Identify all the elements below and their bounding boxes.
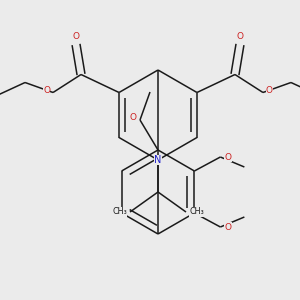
Text: CH₃: CH₃ [112,208,127,217]
Text: O: O [129,113,136,122]
Text: O: O [43,86,50,95]
Text: O: O [236,32,244,41]
Text: N: N [154,155,162,165]
Text: O: O [73,32,80,41]
Text: O: O [224,223,231,232]
Text: CH₃: CH₃ [189,208,204,217]
Text: O: O [266,86,273,95]
Text: O: O [224,152,231,161]
